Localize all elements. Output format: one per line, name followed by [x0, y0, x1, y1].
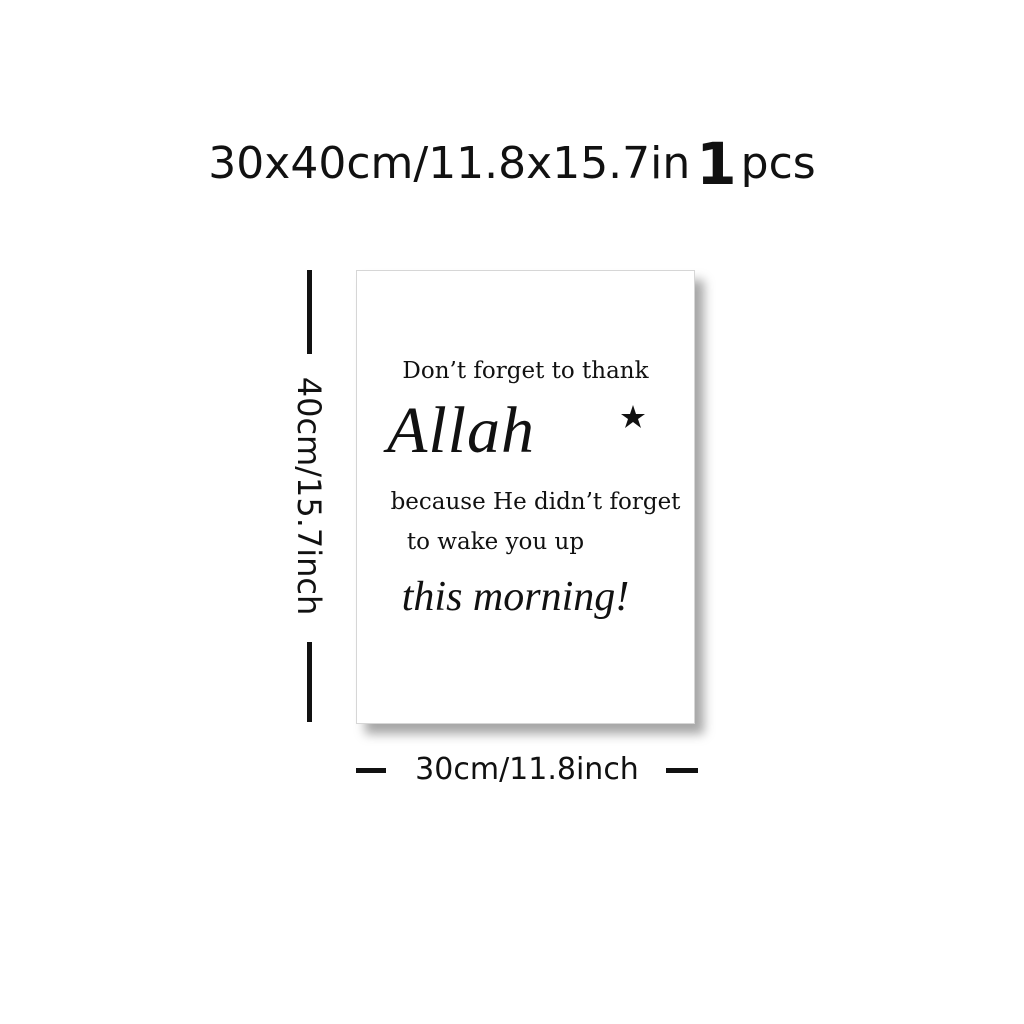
quote-line-allah: Allah: [387, 394, 535, 467]
width-label: 30cm/11.8inch: [415, 752, 639, 787]
height-dimension-line-bottom: [307, 642, 312, 722]
height-dimension: 40cm/15.7inch: [275, 270, 335, 722]
quote-line-5: this morning!: [401, 574, 630, 620]
quantity: 1: [696, 130, 737, 198]
quote-line-1: Don’t forget to thank: [402, 358, 649, 384]
quantity-unit: pcs: [740, 138, 816, 189]
height-label: 40cm/15.7inch: [290, 376, 328, 616]
quote-line-4: to wake you up: [406, 529, 585, 555]
poster-canvas: Don’t forget to thank Allah because He d…: [356, 270, 695, 724]
size-headline: 30x40cm/11.8x15.7in 1pcs: [0, 135, 1024, 193]
crescent-moon-star-icon: [604, 405, 645, 444]
width-dimension-line-right: [666, 768, 698, 773]
quote-line-3: because He didn’t forget: [390, 489, 681, 515]
size-text: 30x40cm/11.8x15.7in: [208, 138, 691, 189]
width-dimension-line-left: [356, 768, 386, 773]
width-dimension: 30cm/11.8inch: [356, 750, 698, 794]
height-dimension-line-top: [307, 270, 312, 354]
